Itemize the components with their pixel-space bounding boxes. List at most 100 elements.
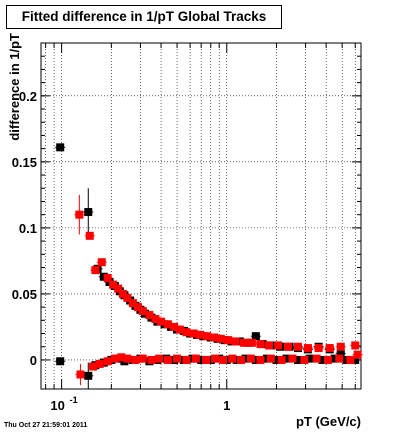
data-point-red [85, 231, 94, 240]
data-point-red [336, 342, 345, 351]
data-point-red [191, 354, 200, 363]
data-point-black [206, 355, 215, 364]
data-point-red [224, 336, 233, 345]
data-point-red [274, 341, 283, 350]
data-point-red [284, 342, 293, 351]
y-tick-label: 0.2 [19, 89, 37, 104]
data-point-red [163, 355, 172, 364]
data-point-red [210, 333, 219, 342]
data-point-black [351, 355, 360, 364]
data-point-red [203, 332, 212, 341]
data-point-red [216, 334, 225, 343]
data-point-red [346, 355, 355, 364]
y-tick-label: 0 [30, 353, 37, 368]
x-tick-label: 1 [223, 398, 230, 413]
data-point-red [118, 289, 127, 298]
data-point-black [336, 349, 345, 358]
data-point-red [247, 338, 256, 347]
data-point-red [173, 354, 182, 363]
data-point-red [264, 341, 273, 350]
timestamp-footer: Thu Oct 27 21:59:01 2011 [4, 422, 88, 429]
data-point-red [95, 359, 104, 368]
data-point-red [145, 311, 154, 320]
data-point-black [272, 355, 281, 364]
data-point-red [303, 344, 312, 353]
data-point-red [353, 350, 362, 359]
data-point-red [256, 355, 265, 364]
x-tick-label: 10 [50, 398, 64, 413]
data-point-red [147, 355, 156, 364]
y-tick-label: 0.05 [12, 287, 37, 302]
data-point-red [323, 355, 332, 364]
y-tick-label: 0.15 [12, 155, 37, 170]
data-point-red [91, 266, 100, 275]
data-point-red [117, 353, 126, 362]
data-point-red [256, 340, 265, 349]
x-tick-label-exponent: -1 [70, 395, 78, 405]
x-axis-label: pT (GeV/c) [296, 414, 361, 429]
data-point-red [335, 354, 344, 363]
data-point-black [84, 208, 93, 217]
data-point-red [151, 315, 160, 324]
data-point-black [197, 355, 206, 364]
data-point-red [351, 341, 360, 350]
data-point-red [170, 322, 179, 331]
data-point-red [114, 284, 123, 293]
data-point-red [325, 344, 334, 353]
data-point-black [251, 332, 260, 341]
data-point-red [110, 354, 119, 363]
data-point-red [211, 354, 220, 363]
data-point-red [189, 329, 198, 338]
data-point-red [277, 355, 286, 364]
data-point-red [163, 320, 172, 329]
data-point-red [103, 357, 112, 366]
data-point-red [196, 330, 205, 339]
data-point-black [251, 355, 260, 364]
data-point-red [293, 342, 302, 351]
data-point-black [330, 354, 339, 363]
data-point-red [239, 338, 248, 347]
data-point-red [133, 303, 142, 312]
data-point-red [131, 355, 140, 364]
tick-labels: 0 0.05 0.1 0.15 0.2 10 -1 1 [12, 89, 231, 413]
data-point-red [155, 354, 164, 363]
data-point-red [246, 354, 255, 363]
data-point-black [232, 355, 241, 364]
data-point-red [103, 274, 112, 283]
data-point-red [300, 355, 309, 364]
data-point-black [293, 355, 302, 364]
data-point-red [128, 299, 137, 308]
data-point-red [202, 355, 211, 364]
data-point-red [182, 355, 191, 364]
data-point-black [306, 354, 315, 363]
data-point-red [75, 210, 84, 219]
data-point-red [89, 362, 98, 371]
data-point-red [182, 328, 191, 337]
data-point-red [76, 370, 85, 379]
data-point-red [175, 325, 184, 334]
chart-title: Fitted difference in 1/pT Global Tracks [6, 5, 282, 29]
data-point-red [228, 354, 237, 363]
data-point-black [235, 337, 244, 346]
data-point-red [219, 355, 228, 364]
data-point-red [157, 317, 166, 326]
data-point-black [241, 354, 250, 363]
data-point-black [318, 355, 327, 364]
data-point-red [97, 258, 106, 267]
data-point-black [56, 143, 65, 152]
data-point-red [231, 337, 240, 346]
data-point-red [138, 307, 147, 316]
y-tick-label: 0.1 [19, 221, 37, 236]
data-point-red [123, 354, 132, 363]
data-point-red [109, 280, 118, 289]
y-axis-label: difference in 1/pT [7, 33, 22, 141]
data-point-red [312, 354, 321, 363]
data-point-black [84, 371, 93, 380]
data-point-red [266, 354, 275, 363]
data-points [56, 143, 362, 380]
data-point-red [237, 355, 246, 364]
data-point-red [123, 293, 132, 302]
data-point-black [56, 357, 65, 366]
data-point-black [282, 354, 291, 363]
